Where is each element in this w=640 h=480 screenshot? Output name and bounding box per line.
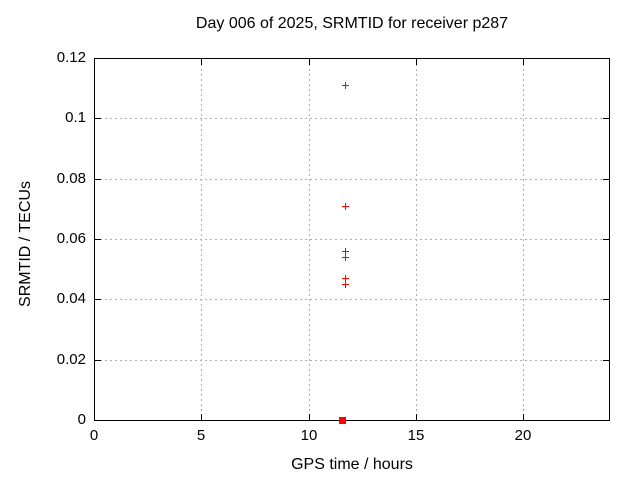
- x-tick-bottom: [94, 414, 95, 420]
- x-tick-bottom: [523, 414, 524, 420]
- data-point: [342, 248, 349, 255]
- plot-border: [94, 58, 610, 421]
- x-tick-bottom: [309, 414, 310, 420]
- y-tick-label: 0.1: [65, 109, 86, 126]
- y-tick-left: [95, 360, 101, 361]
- y-tick-label: 0.06: [56, 230, 86, 247]
- y-tick-label: 0: [77, 411, 86, 428]
- x-tick-top: [309, 59, 310, 65]
- y-gridline: [95, 239, 608, 240]
- x-tick-label: 20: [514, 427, 532, 444]
- y-tick-right: [603, 299, 609, 300]
- y-tick-label: 0.12: [56, 49, 86, 66]
- x-tick-label: 15: [407, 427, 425, 444]
- y-gridline: [95, 118, 608, 119]
- y-tick-left: [95, 179, 101, 180]
- data-point: [339, 417, 346, 424]
- y-tick-left: [95, 239, 101, 240]
- y-tick-right: [603, 179, 609, 180]
- y-tick-right: [603, 239, 609, 240]
- data-point: [342, 281, 349, 288]
- x-tick-label: 0: [89, 427, 99, 444]
- x-tick-bottom: [416, 414, 417, 420]
- y-tick-left: [95, 420, 101, 421]
- data-point: [342, 203, 349, 210]
- x-tick-top: [201, 59, 202, 65]
- x-tick-label: 5: [196, 427, 206, 444]
- x-tick-top: [523, 59, 524, 65]
- x-tick-label: 10: [300, 427, 318, 444]
- y-tick-right: [603, 360, 609, 361]
- y-tick-label: 0.02: [56, 351, 86, 368]
- x-tick-top: [94, 59, 95, 65]
- y-tick-left: [95, 118, 101, 119]
- data-point: [342, 275, 349, 282]
- data-point: [342, 82, 349, 89]
- y-tick-right: [603, 420, 609, 421]
- data-point: [342, 254, 349, 261]
- x-tick-bottom: [201, 414, 202, 420]
- y-tick-left: [95, 58, 101, 59]
- y-gridline: [95, 179, 608, 180]
- y-tick-right: [603, 118, 609, 119]
- y-tick-right: [603, 58, 609, 59]
- y-gridline: [95, 299, 608, 300]
- x-tick-top: [416, 59, 417, 65]
- y-tick-label: 0.04: [56, 290, 86, 307]
- chart-title: Day 006 of 2025, SRMTID for receiver p28…: [195, 15, 509, 32]
- y-tick-left: [95, 299, 101, 300]
- x-axis-label: GPS time / hours: [291, 456, 413, 473]
- y-gridline: [95, 360, 608, 361]
- y-axis-label: SRMTID / TECUs: [17, 181, 34, 307]
- y-tick-label: 0.08: [56, 170, 86, 187]
